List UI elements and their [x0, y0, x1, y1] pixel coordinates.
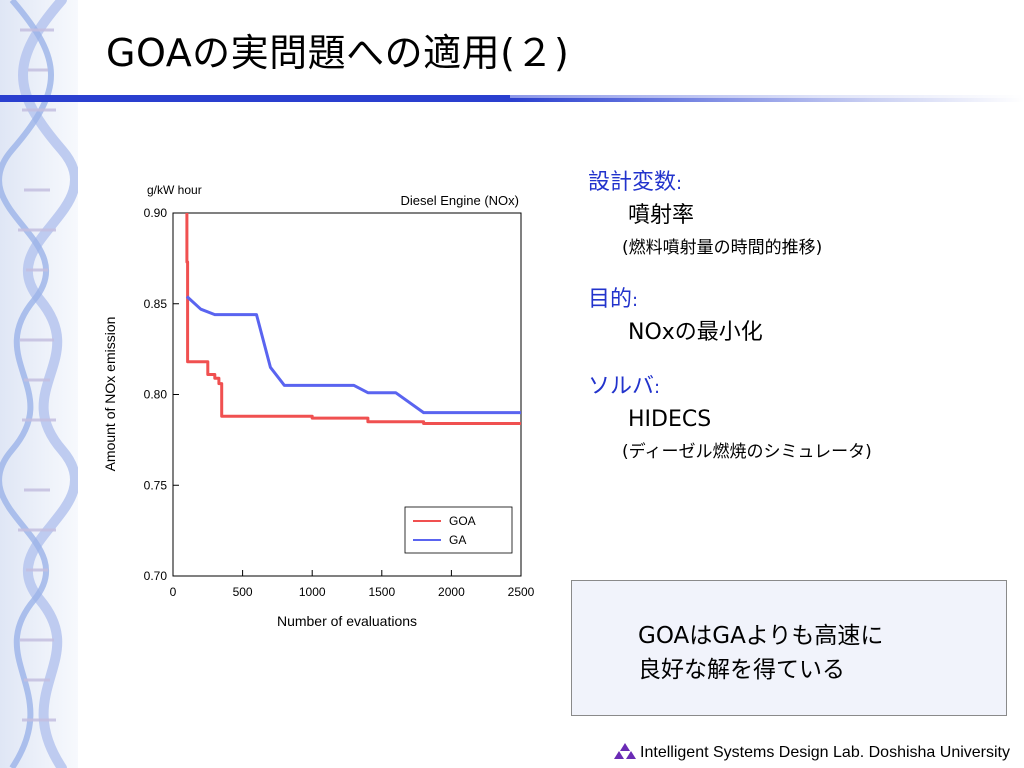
section-heading: 設計変数: [588, 168, 1018, 199]
lab-logo-icon [614, 743, 637, 759]
x-tick-label: 2500 [508, 585, 535, 599]
nox-chart: g/kW hour Diesel Engine (NOx) 0.70 0.75 0.… [95, 178, 545, 638]
section-heading: ソルバ: [588, 372, 1018, 403]
series-group [185, 213, 521, 425]
section-objective: 目的: NOxの最小化 [588, 285, 1018, 350]
legend-label-goa: GOA [449, 514, 476, 528]
x-tick-label: 1500 [368, 585, 395, 599]
x-tick-label: 2000 [438, 585, 465, 599]
title-divider-highlight [510, 95, 1024, 98]
x-axis-label: Number of evaluations [277, 613, 417, 629]
series-line-ga [185, 295, 521, 415]
info-panel: 設計変数: 噴射率 (燃料噴射量の時間的推移) 目的: NOxの最小化 ソルバ:… [588, 168, 1018, 467]
dna-helix-decoration [0, 0, 78, 768]
section-note: (燃料噴射量の時間的推移) [622, 238, 823, 258]
y-tick-label: 0.70 [144, 569, 168, 583]
section-design-variables: 設計変数: 噴射率 (燃料噴射量の時間的推移) [588, 168, 1018, 263]
y-tick-label: 0.90 [144, 206, 168, 220]
heading-text: ソルバ [588, 374, 655, 399]
x-axis-ticks: 0 500 1000 1500 2000 2500 [170, 570, 535, 599]
y-axis-ticks: 0.70 0.75 0.80 0.85 0.90 [144, 206, 179, 583]
summary-box: GOAはGAよりも高速に 良好な解を得ている [571, 580, 1007, 716]
y-tick-label: 0.75 [144, 478, 168, 492]
title-divider [0, 95, 1024, 102]
section-heading: 目的: [588, 285, 1018, 316]
y-tick-label: 0.80 [144, 388, 168, 402]
chart-unit-label: g/kW hour [147, 183, 202, 197]
summary-line-2: 良好な解を得ている [638, 657, 845, 683]
footer-text: Intelligent Systems Design Lab. Doshisha… [640, 744, 1010, 761]
footer: Intelligent Systems Design Lab. Doshisha… [614, 742, 1010, 762]
section-value: 噴射率 [628, 203, 695, 228]
summary-line-1: GOAはGAよりも高速に [638, 623, 884, 649]
page-title: GOAの実問題への適用(２) [106, 31, 570, 75]
series-line-goa [185, 213, 521, 425]
x-tick-label: 0 [170, 585, 177, 599]
heading-text: 目的 [588, 287, 633, 312]
heading-colon: : [676, 173, 683, 194]
chart-legend: GOA GA [404, 506, 513, 554]
heading-colon: : [654, 377, 661, 398]
legend-label-ga: GA [449, 533, 466, 547]
x-tick-label: 1000 [299, 585, 326, 599]
section-note: (ディーゼル燃焼のシミュレータ) [622, 442, 872, 462]
legend-box [404, 506, 513, 554]
section-value: HIDECS [628, 407, 712, 432]
chart-svg: g/kW hour Diesel Engine (NOx) 0.700.750.… [102, 183, 535, 629]
heading-text: 設計変数 [588, 170, 677, 195]
dna-helix-icon [0, 0, 78, 768]
y-axis-label: Amount of NOx emission [102, 317, 118, 472]
y-tick-label: 0.85 [144, 297, 168, 311]
x-tick-label: 500 [233, 585, 253, 599]
chart-title: Diesel Engine (NOx) [401, 193, 520, 208]
section-solver: ソルバ: HIDECS (ディーゼル燃焼のシミュレータ) [588, 372, 1018, 467]
heading-colon: : [632, 290, 639, 311]
section-value: NOxの最小化 [628, 320, 763, 345]
